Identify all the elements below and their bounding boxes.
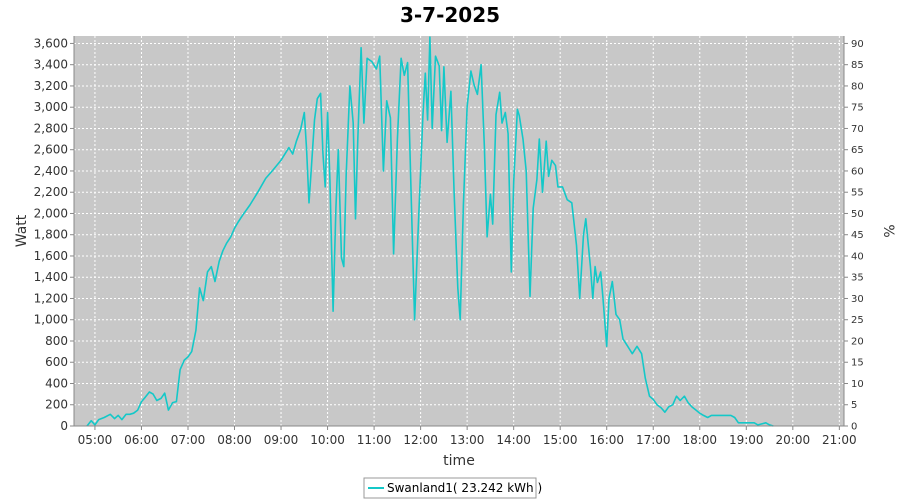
y-tick-label: 3,000 xyxy=(34,100,68,114)
y-tick-label: 1,200 xyxy=(34,291,68,305)
chart-title: 3-7-2025 xyxy=(400,3,500,27)
y-tick-label: 3,400 xyxy=(34,58,68,72)
y2-tick-label: 75 xyxy=(851,103,864,114)
y-tick-label: 1,800 xyxy=(34,228,68,242)
x-tick-label: 10:00 xyxy=(310,433,345,447)
y-tick-label: 3,200 xyxy=(34,79,68,93)
y-tick-label: 600 xyxy=(45,355,68,369)
series-line xyxy=(86,36,774,427)
y-tick-label: 2,600 xyxy=(34,143,68,157)
legend-box xyxy=(363,477,537,499)
y2-tick-label: 10 xyxy=(851,379,864,390)
y-tick-label: 800 xyxy=(45,334,68,348)
x-axis-ticks: 05:00 06:00 07:00 08:00 09:00 10:00 11:00 12:00… xyxy=(78,426,857,447)
x-tick-label: 12:00 xyxy=(403,433,438,447)
y2-axis-label: % xyxy=(880,224,896,237)
y2-tick-label: 85 xyxy=(851,60,864,71)
x-tick-label: 16:00 xyxy=(589,433,624,447)
y2-tick-label: 60 xyxy=(851,166,864,177)
y-tick-label: 1,000 xyxy=(34,313,68,327)
y-tick-label: 2,200 xyxy=(34,185,68,199)
y2-tick-label: 30 xyxy=(851,294,864,305)
x-tick-label: 05:00 xyxy=(78,433,113,447)
y2-tick-label: 15 xyxy=(851,358,864,369)
y-tick-label: 400 xyxy=(45,376,68,390)
y2-tick-label: 0 xyxy=(851,422,857,433)
x-tick-label: 19:00 xyxy=(729,433,764,447)
y-tick-label: 1,600 xyxy=(34,249,68,263)
y-tick-label: 1,400 xyxy=(34,270,68,284)
y2-tick-label: 65 xyxy=(851,145,864,156)
y2-tick-label: 80 xyxy=(851,81,864,92)
y-tick-label: 3,600 xyxy=(34,36,68,50)
y2-tick-label: 70 xyxy=(851,124,864,135)
x-tick-label: 06:00 xyxy=(124,433,159,447)
x-tick-label: 21:00 xyxy=(822,433,857,447)
x-tick-label: 11:00 xyxy=(357,433,392,447)
y-axis-ticks: 0 200 400 600 800 1,000 1,200 1,400 1,600 1,800 2,… xyxy=(34,36,74,433)
x-tick-label: 14:00 xyxy=(496,433,531,447)
x-tick-label: 20:00 xyxy=(776,433,811,447)
y2-tick-label: 25 xyxy=(851,315,864,326)
x-tick-label: 09:00 xyxy=(264,433,299,447)
y-tick-label: 2,400 xyxy=(34,164,68,178)
y2-tick-label: 20 xyxy=(851,336,864,347)
x-tick-label: 18:00 xyxy=(682,433,717,447)
y2-tick-label: 55 xyxy=(851,188,864,199)
x-tick-label: 13:00 xyxy=(450,433,485,447)
y-axis-label: Watt xyxy=(14,214,30,247)
x-axis-label: time xyxy=(443,453,475,469)
series-group xyxy=(86,36,774,427)
y-tick-label: 2,800 xyxy=(34,121,68,135)
y-tick-label: 200 xyxy=(45,398,68,412)
x-tick-label: 08:00 xyxy=(217,433,252,447)
y2-tick-label: 35 xyxy=(851,273,864,284)
legend-label: Swanland1( 23.242 kWh ) xyxy=(387,481,542,495)
y2-tick-label: 5 xyxy=(851,400,857,411)
y2-tick-label: 50 xyxy=(851,209,864,220)
x-tick-label: 15:00 xyxy=(543,433,578,447)
y2-axis-ticks: 0 5 10 15 20 25 30 35 40 45 50 55 60 65 70 75 80 85 90 xyxy=(844,39,864,433)
x-tick-label: 07:00 xyxy=(171,433,206,447)
plot-area xyxy=(74,36,844,426)
y-tick-label: 0 xyxy=(60,419,68,433)
legend: Swanland1( 23.242 kWh ) xyxy=(363,477,542,499)
y2-tick-label: 45 xyxy=(851,230,864,241)
y2-tick-label: 90 xyxy=(851,39,864,50)
y2-tick-label: 40 xyxy=(851,251,864,262)
x-tick-label: 17:00 xyxy=(636,433,671,447)
y-tick-label: 2,000 xyxy=(34,206,68,220)
